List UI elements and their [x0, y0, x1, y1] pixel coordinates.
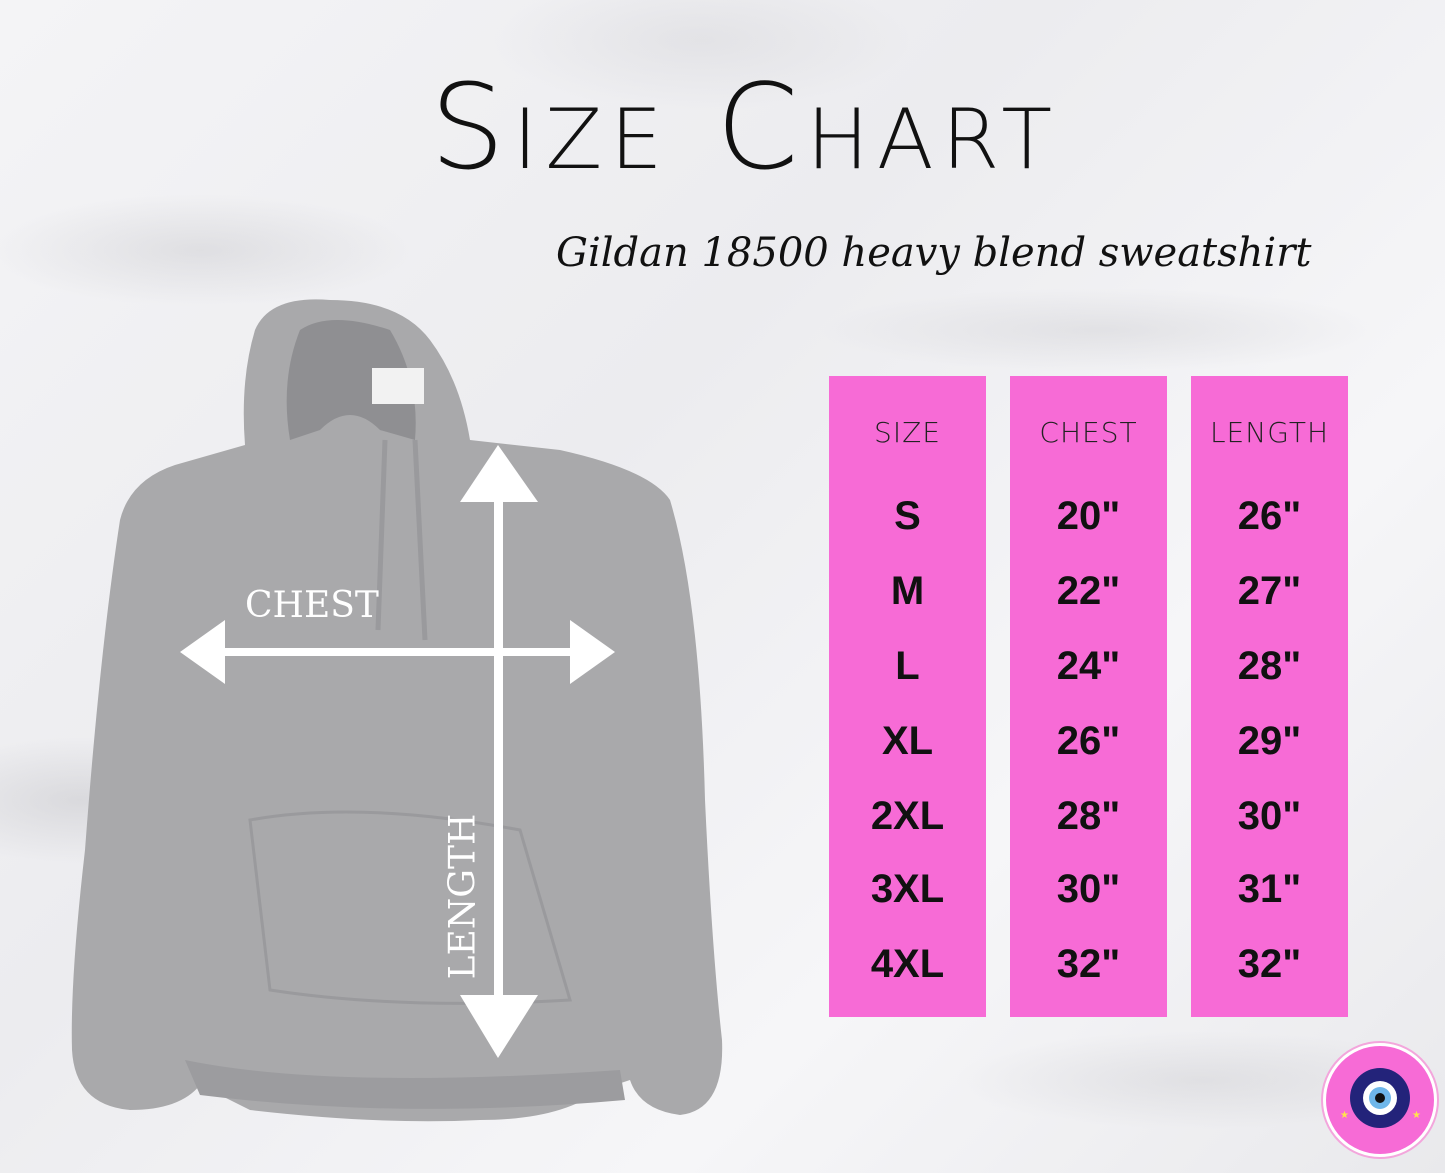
size-cell: 4XL: [870, 942, 945, 986]
chest-cell: 26": [1056, 719, 1121, 763]
length-header: LENGTH: [1209, 416, 1330, 449]
chest-cell: 22": [1056, 569, 1121, 613]
length-cell: 32": [1237, 942, 1302, 986]
size-cell: M: [890, 569, 925, 613]
length-cell: 30": [1237, 794, 1302, 838]
star-icon: ★: [1340, 1110, 1349, 1121]
length-column: LENGTH 26" 27" 28" 29" 30" 31" 32": [1191, 376, 1348, 1017]
chest-cell: 20": [1056, 494, 1121, 538]
length-label: LENGTH: [442, 813, 484, 980]
page-title: Size Chart: [429, 58, 1061, 196]
size-cell: L: [895, 644, 920, 688]
length-cell: 27": [1237, 569, 1302, 613]
chest-cell: 28": [1056, 794, 1121, 838]
length-cell: 29": [1237, 719, 1302, 763]
chest-arrow: [180, 620, 615, 684]
size-cell: 3XL: [870, 867, 945, 911]
size-cell: XL: [881, 719, 934, 763]
length-cell: 28": [1237, 644, 1302, 688]
chest-column: CHEST 20" 22" 24" 26" 28" 30" 32": [1010, 376, 1167, 1017]
size-cell: 2XL: [870, 794, 945, 838]
length-cell: 26": [1237, 494, 1302, 538]
chest-cell: 24": [1056, 644, 1121, 688]
size-column: SIZE S M L XL 2XL 3XL 4XL: [829, 376, 986, 1017]
star-icon: ★: [1412, 1110, 1421, 1121]
hoodie-illustration: [71, 299, 723, 1122]
length-cell: 31": [1237, 867, 1302, 911]
boutique-logo: ★ ★: [1321, 1041, 1439, 1159]
size-cell: S: [894, 494, 921, 538]
chest-cell: 30": [1056, 867, 1121, 911]
subtitle: Gildan 18500 heavy blend sweatshirt: [556, 230, 1312, 276]
size-header: SIZE: [874, 416, 941, 449]
chest-cell: 32": [1056, 942, 1121, 986]
chest-header: CHEST: [1039, 416, 1138, 449]
chest-label: CHEST: [245, 585, 379, 626]
length-arrow: [460, 445, 538, 1058]
